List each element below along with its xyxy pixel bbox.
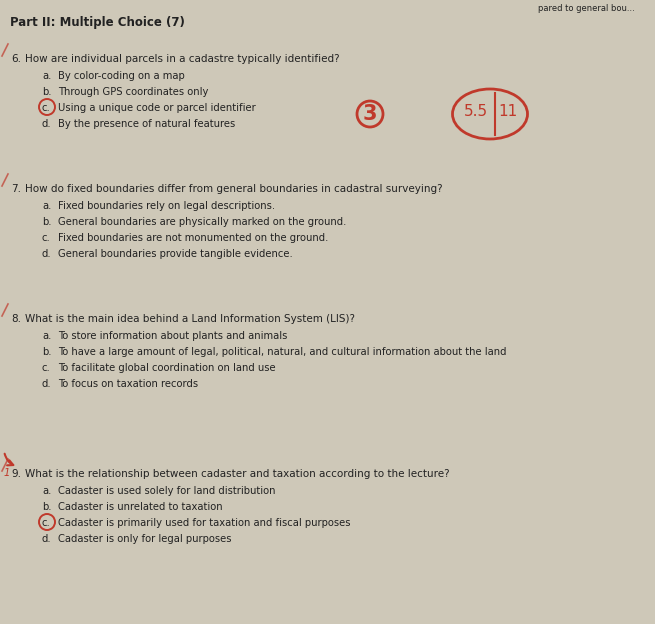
Text: How are individual parcels in a cadastre typically identified?: How are individual parcels in a cadastre… <box>25 54 340 64</box>
Text: b.: b. <box>42 347 52 357</box>
Text: c.: c. <box>42 103 50 113</box>
Text: a.: a. <box>42 201 51 211</box>
Text: a.: a. <box>42 71 51 81</box>
Text: To store information about plants and animals: To store information about plants and an… <box>58 331 288 341</box>
Text: b.: b. <box>42 87 52 97</box>
Text: 9.: 9. <box>11 469 21 479</box>
Text: 6.: 6. <box>11 54 21 64</box>
Text: Through GPS coordinates only: Through GPS coordinates only <box>58 87 208 97</box>
Text: d.: d. <box>42 249 52 259</box>
Text: a.: a. <box>42 331 51 341</box>
Text: Part II: Multiple Choice (7): Part II: Multiple Choice (7) <box>10 16 185 29</box>
Text: How do fixed boundaries differ from general boundaries in cadastral surveying?: How do fixed boundaries differ from gene… <box>25 184 443 194</box>
Text: What is the relationship between cadaster and taxation according to the lecture?: What is the relationship between cadaste… <box>25 469 449 479</box>
Text: 11: 11 <box>498 104 517 120</box>
Text: d.: d. <box>42 119 52 129</box>
Text: Fixed boundaries are not monumented on the ground.: Fixed boundaries are not monumented on t… <box>58 233 328 243</box>
Text: What is the main idea behind a Land Information System (LIS)?: What is the main idea behind a Land Info… <box>25 314 355 324</box>
Text: b.: b. <box>42 217 52 227</box>
Text: General boundaries are physically marked on the ground.: General boundaries are physically marked… <box>58 217 346 227</box>
Text: c.: c. <box>42 363 50 373</box>
Text: Fixed boundaries rely on legal descriptions.: Fixed boundaries rely on legal descripti… <box>58 201 275 211</box>
Text: Cadaster is used solely for land distribution: Cadaster is used solely for land distrib… <box>58 486 276 496</box>
Text: a.: a. <box>42 486 51 496</box>
Text: To facilitate global coordination on land use: To facilitate global coordination on lan… <box>58 363 276 373</box>
Text: To have a large amount of legal, political, natural, and cultural information ab: To have a large amount of legal, politic… <box>58 347 506 357</box>
Text: 1: 1 <box>4 468 10 478</box>
Text: b.: b. <box>42 502 52 512</box>
Text: pared to general bou...: pared to general bou... <box>538 4 635 13</box>
Text: c.: c. <box>42 518 50 528</box>
Text: Using a unique code or parcel identifier: Using a unique code or parcel identifier <box>58 103 255 113</box>
Text: d.: d. <box>42 534 52 544</box>
Text: Cadaster is primarily used for taxation and fiscal purposes: Cadaster is primarily used for taxation … <box>58 518 350 528</box>
Text: 5.5: 5.5 <box>464 104 488 120</box>
Text: To focus on taxation records: To focus on taxation records <box>58 379 198 389</box>
Text: d.: d. <box>42 379 52 389</box>
Text: Cadaster is only for legal purposes: Cadaster is only for legal purposes <box>58 534 231 544</box>
Text: 7.: 7. <box>11 184 21 194</box>
Text: 8.: 8. <box>11 314 21 324</box>
Text: c.: c. <box>42 233 50 243</box>
Text: By the presence of natural features: By the presence of natural features <box>58 119 235 129</box>
Text: 3: 3 <box>363 104 377 124</box>
Text: By color-coding on a map: By color-coding on a map <box>58 71 185 81</box>
Text: General boundaries provide tangible evidence.: General boundaries provide tangible evid… <box>58 249 293 259</box>
Text: Cadaster is unrelated to taxation: Cadaster is unrelated to taxation <box>58 502 223 512</box>
